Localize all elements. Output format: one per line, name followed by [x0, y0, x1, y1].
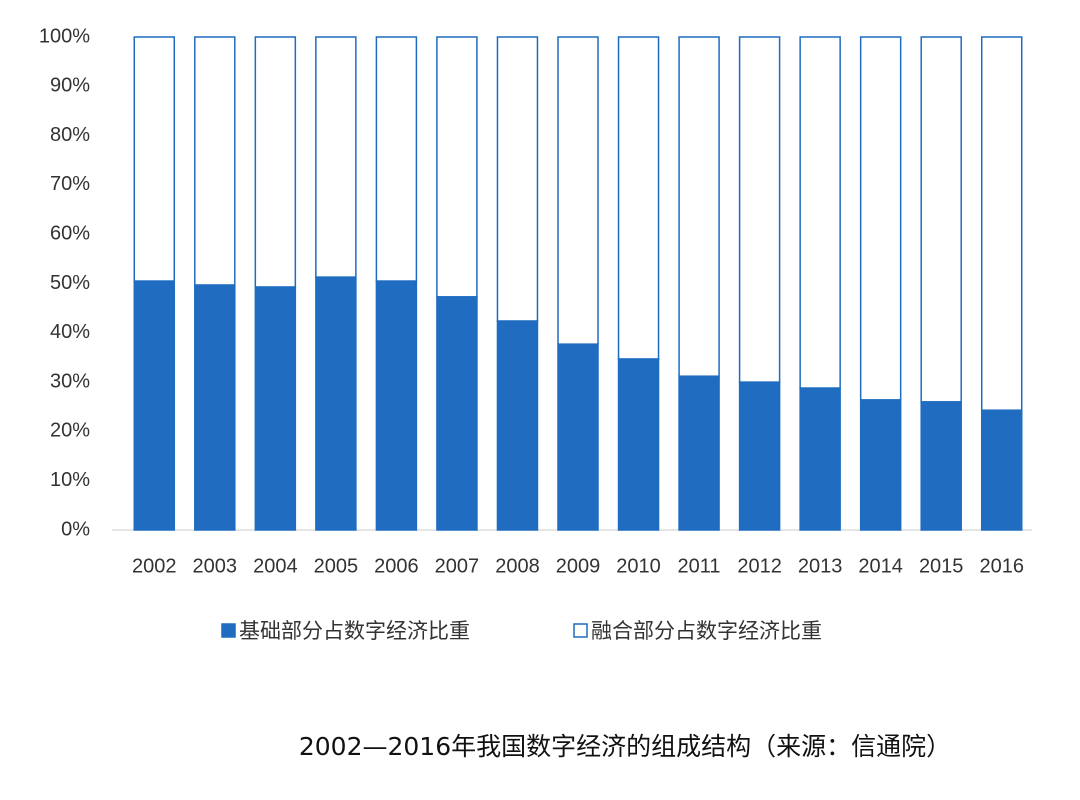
bar-segment	[436, 36, 478, 298]
y-tick-label: 10%	[50, 469, 90, 491]
bar-segment	[617, 358, 660, 531]
bar-segment	[980, 409, 1023, 531]
y-tick-label: 50%	[50, 272, 90, 294]
bar-segment	[436, 296, 478, 531]
x-tick-label: 2012	[737, 555, 782, 577]
bar-segment	[980, 36, 1023, 411]
y-tick-label: 30%	[50, 370, 90, 392]
bar-segment	[375, 36, 418, 282]
bar-segment	[375, 280, 418, 531]
x-tick-label: 2005	[314, 555, 359, 577]
bar-segment	[557, 343, 599, 531]
x-tick-label: 2004	[253, 555, 298, 577]
x-tick-label: 2014	[858, 555, 903, 577]
bar-segment	[920, 401, 962, 531]
x-tick-label: 2002	[132, 555, 177, 577]
x-tick-label: 2003	[193, 555, 238, 577]
bar-segment	[254, 36, 297, 288]
legend-label: 融合部分占数字经济比重	[591, 619, 822, 643]
chart-caption: 2002—2016年我国数字经济的组成结构（来源：信通院）	[299, 732, 951, 761]
x-tick-label: 2011	[678, 555, 721, 577]
y-tick-label: 20%	[50, 420, 90, 442]
x-tick-label: 2013	[798, 555, 843, 577]
bar-segment	[133, 36, 176, 282]
bar-segment	[678, 375, 720, 531]
bar-segment	[859, 36, 902, 401]
y-tick-label: 80%	[50, 124, 90, 146]
bar-segment	[799, 36, 841, 389]
bar-segment	[194, 284, 236, 531]
bar-segment	[194, 36, 236, 286]
y-tick-label: 0%	[61, 518, 90, 540]
bar-segment	[799, 387, 841, 531]
x-tick-label: 2010	[616, 555, 661, 577]
y-tick-label: 60%	[50, 222, 90, 244]
legend-marker	[221, 623, 236, 638]
bar-segment	[315, 36, 357, 278]
bar-segment	[133, 280, 176, 531]
x-tick-label: 2009	[556, 555, 601, 577]
y-tick-label: 70%	[50, 173, 90, 195]
bar-segment	[315, 276, 357, 531]
bar-segment	[496, 36, 539, 322]
x-tick-label: 2015	[919, 555, 964, 577]
bar-segment	[738, 381, 781, 531]
x-tick-label: 2007	[435, 555, 480, 577]
legend-label: 基础部分占数字经济比重	[239, 619, 470, 643]
bar-segment	[496, 320, 539, 531]
y-tick-label: 90%	[50, 75, 90, 97]
x-tick-label: 2008	[495, 555, 540, 577]
y-tick-label: 40%	[50, 321, 90, 343]
bar-segment	[738, 36, 781, 383]
x-tick-label: 2016	[979, 555, 1024, 577]
bar-segment	[859, 399, 902, 531]
y-tick-label: 100%	[39, 25, 90, 47]
bar-segment	[678, 36, 720, 377]
bar-segment	[557, 36, 599, 345]
bar-segment	[920, 36, 962, 403]
bar-segment	[617, 36, 660, 360]
bar-segment	[254, 286, 297, 531]
x-tick-label: 2006	[374, 555, 419, 577]
legend-marker	[573, 623, 588, 638]
